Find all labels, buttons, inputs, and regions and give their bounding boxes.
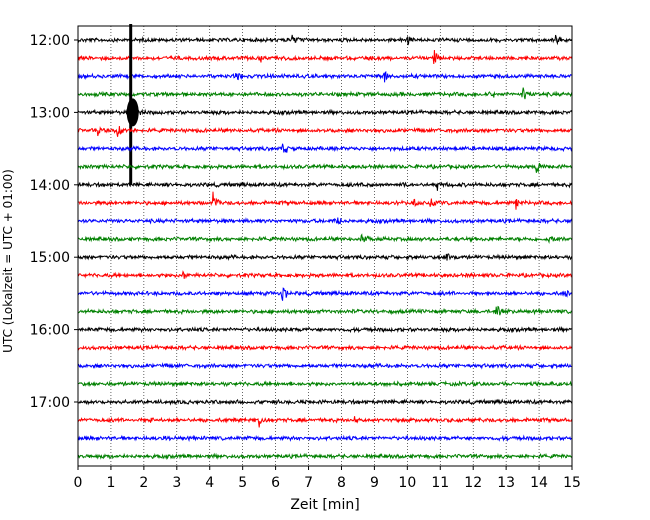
trace-line xyxy=(77,233,573,245)
x-tick-label: 2 xyxy=(139,475,148,491)
trace-line xyxy=(77,162,572,174)
x-tick-label: 3 xyxy=(172,475,181,491)
x-tick-label: 14 xyxy=(530,475,548,491)
trace-line xyxy=(77,253,573,262)
x-tick-label: 7 xyxy=(304,475,313,491)
x-axis-label: Zeit [min] xyxy=(290,497,359,513)
event-burst xyxy=(126,98,139,127)
y-tick-label: 15:00 xyxy=(30,250,70,266)
trace-line xyxy=(77,71,573,83)
x-tick-label: 1 xyxy=(106,475,115,491)
trace-line xyxy=(77,181,573,191)
plot-frame xyxy=(77,25,573,467)
trace-line xyxy=(77,416,573,428)
y-tick-label: 14:00 xyxy=(30,178,70,194)
trace-line xyxy=(77,379,573,388)
x-tick-label: 4 xyxy=(205,475,214,491)
trace-line xyxy=(77,305,573,316)
trace-line xyxy=(77,191,573,210)
y-tick-label: 12:00 xyxy=(30,33,70,49)
trace-line xyxy=(77,325,572,334)
trace-line xyxy=(77,217,573,225)
x-tick-label: 15 xyxy=(563,475,581,491)
trace-line xyxy=(77,125,573,137)
x-tick-label: 11 xyxy=(431,475,449,491)
trace-line xyxy=(77,343,573,352)
y-axis-label: UTC (Lokalzeit = UTC + 01:00) xyxy=(1,169,15,353)
trace-line xyxy=(77,398,573,406)
trace-line xyxy=(77,434,572,443)
trace-line xyxy=(77,98,573,128)
seismic-traces xyxy=(77,24,573,460)
trace-line xyxy=(77,87,573,100)
x-tick-label: 9 xyxy=(370,475,379,491)
x-tick-label: 12 xyxy=(464,475,482,491)
trace-line xyxy=(77,270,573,280)
x-tick-label: 5 xyxy=(238,475,247,491)
trace-line xyxy=(77,143,573,153)
y-tick-label: 16:00 xyxy=(30,323,70,339)
trace-line xyxy=(77,362,572,370)
x-tick-label: 13 xyxy=(497,475,515,491)
trace-line xyxy=(77,287,573,301)
x-gridlines xyxy=(110,26,540,466)
trace-line xyxy=(77,452,573,460)
trace-line xyxy=(77,34,573,46)
x-tick-label: 6 xyxy=(271,475,280,491)
y-tick-label: 13:00 xyxy=(30,105,70,121)
x-tick-label: 0 xyxy=(74,475,83,491)
x-tick-label: 10 xyxy=(398,475,416,491)
y-tick-label: 17:00 xyxy=(30,395,70,411)
trace-line xyxy=(77,49,573,65)
y-axis-ticks: 12:00 13:00 14:00 15:00 16:00 17:00 xyxy=(30,33,78,411)
x-axis-ticks: 0 1 2 3 4 5 6 7 8 9 10 11 12 13 14 15 xyxy=(74,466,581,491)
x-tick-label: 8 xyxy=(337,475,346,491)
